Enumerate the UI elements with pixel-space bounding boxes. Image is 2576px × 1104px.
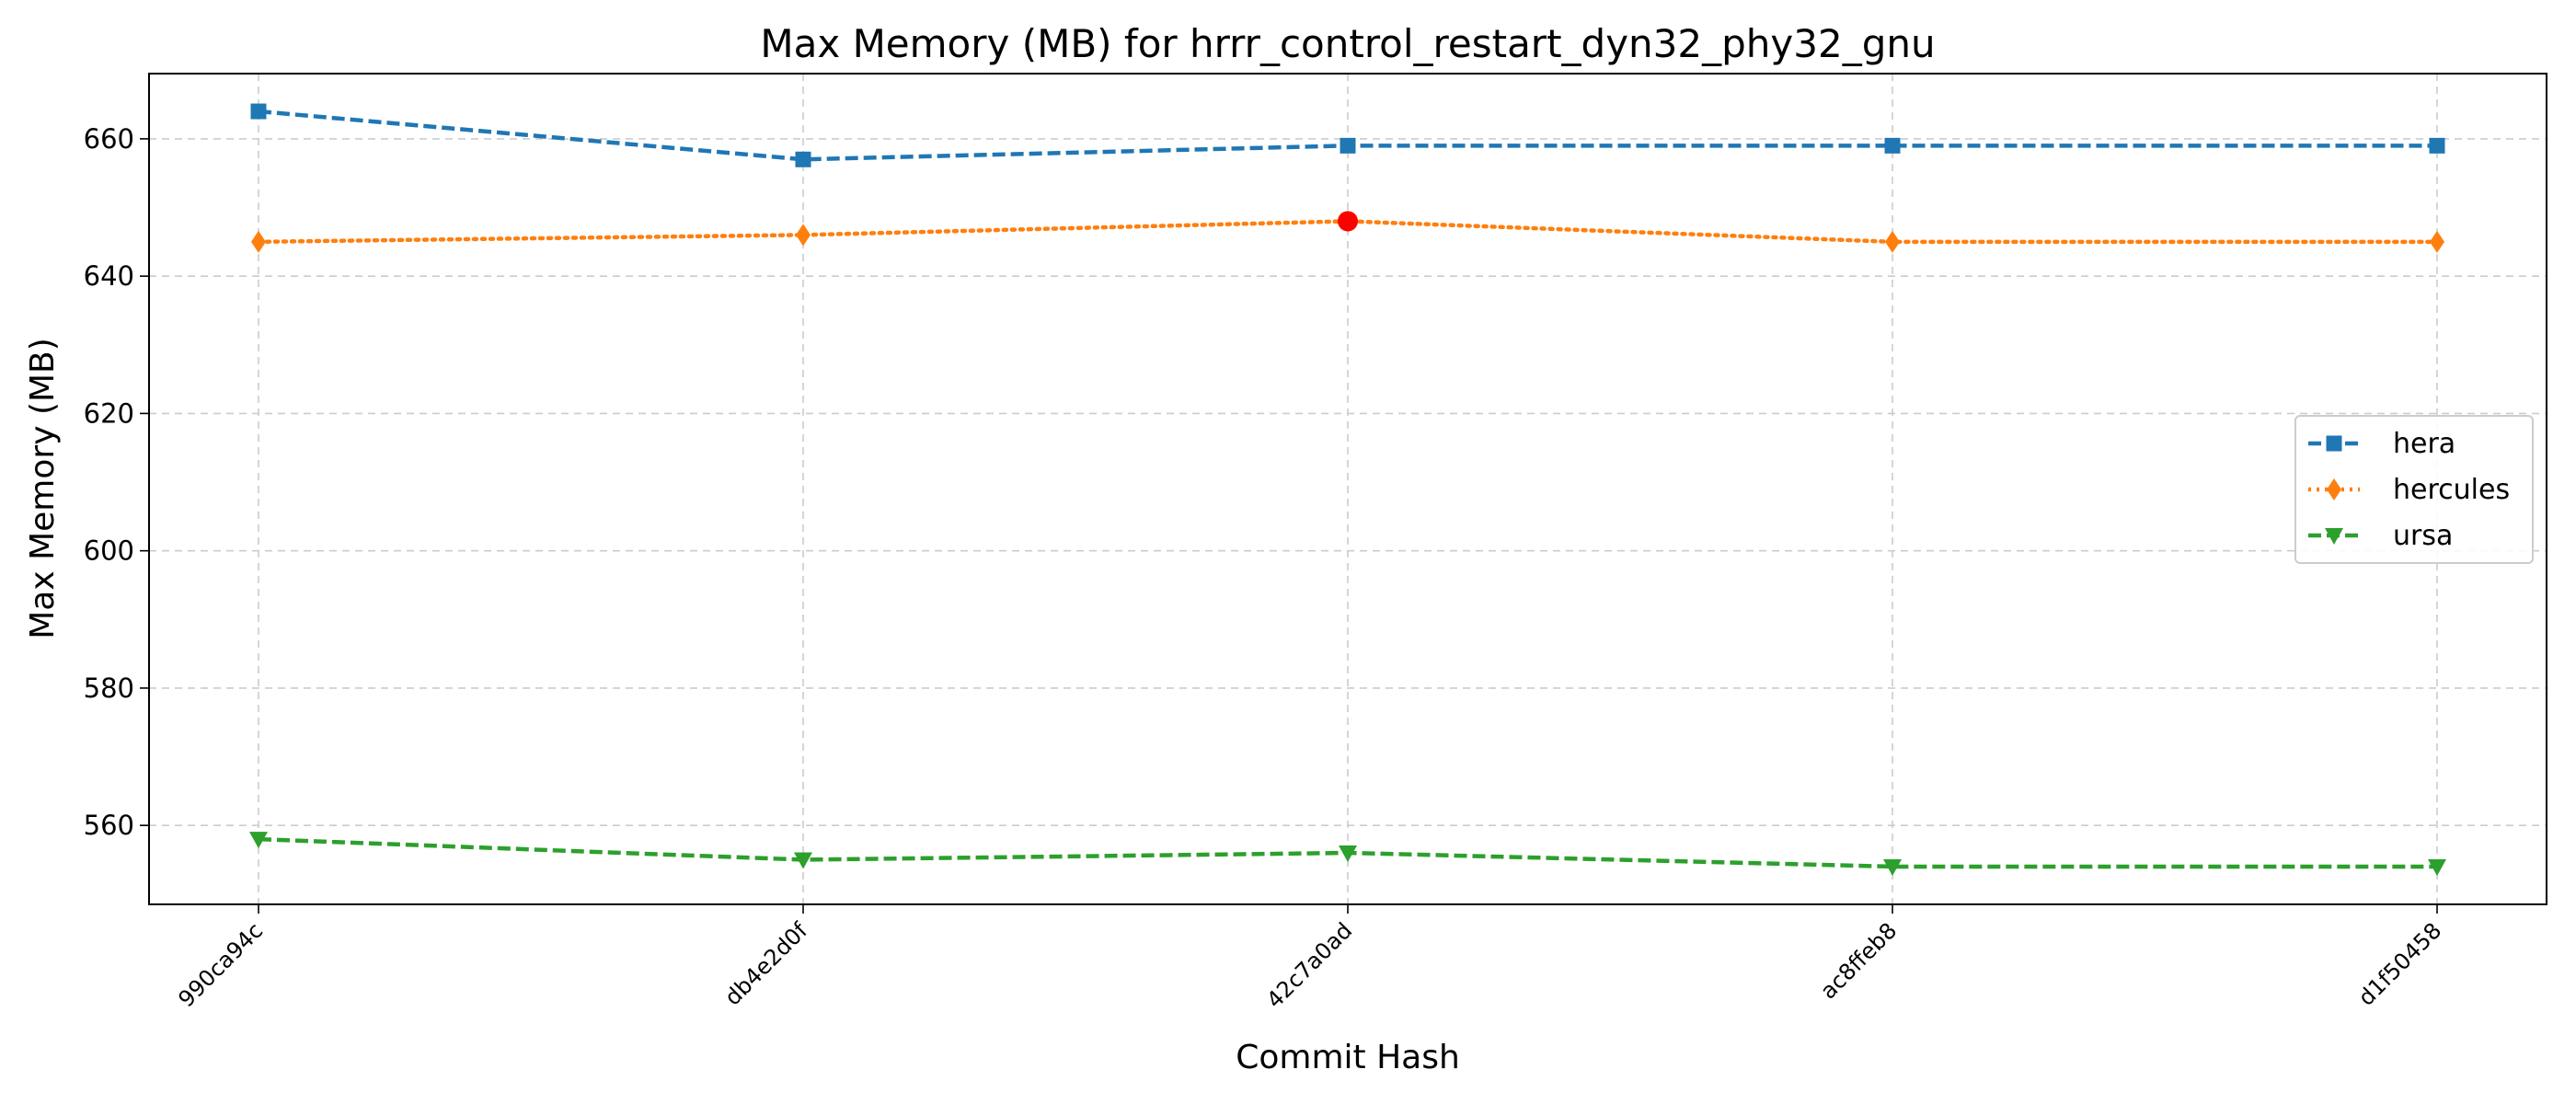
legend-marker-ursa [2325,528,2343,545]
data-point-hercules [251,230,266,253]
legend-label-ursa: ursa [2393,520,2453,552]
x-tick-label: ac8ffeb8 [1815,917,1902,1004]
grid-lines [149,74,2547,904]
legend-label-hera: hera [2393,428,2455,460]
legend-marker-hera [2326,435,2342,452]
y-tick-label: 660 [84,123,134,155]
data-point-ursa [249,832,268,849]
data-point-hera [1340,137,1356,154]
data-point-ursa [2428,858,2446,876]
data-point-hercules [2430,230,2444,253]
chart-title: Max Memory (MB) for hrrr_control_restart… [760,21,1935,66]
y-axis-label: Max Memory (MB) [24,338,62,639]
x-axis: 990ca94c db4e2d0f 42c7a0ad ac8ffeb8 d1f50458 [173,904,2446,1013]
data-point-ursa [1883,858,1902,876]
y-tick-label: 560 [84,810,134,841]
data-point-hera [1884,137,1901,154]
x-tick-label: 990ca94c [173,917,268,1012]
data-point-hercules [1885,230,1900,253]
y-axis: 560 580 600 620 640 660 [84,123,149,841]
y-tick-label: 600 [84,535,134,567]
data-point-ursa [794,852,812,869]
x-tick-label: d1f50458 [2353,917,2446,1010]
y-tick-label: 580 [84,673,134,704]
legend-box [2294,415,2534,564]
data-point-hercules [796,224,811,247]
y-tick-label: 620 [84,397,134,429]
data-point-ursa [1339,845,1357,863]
data-point-hera [795,151,811,167]
data-point-hera [250,103,267,120]
series-layer [249,103,2446,876]
legend-marker-hercules [2327,478,2341,500]
y-tick-label: 640 [84,260,134,292]
data-point-hera [2429,137,2445,154]
legend: hera hercules ursa [2294,415,2534,564]
legend-label-hercules: hercules [2393,474,2510,506]
highlight-point [1338,211,1358,232]
x-tick-label: db4e2d0f [719,917,812,1010]
x-axis-label: Commit Hash [1236,1039,1460,1076]
x-tick-label: 42c7a0ad [1261,917,1357,1013]
